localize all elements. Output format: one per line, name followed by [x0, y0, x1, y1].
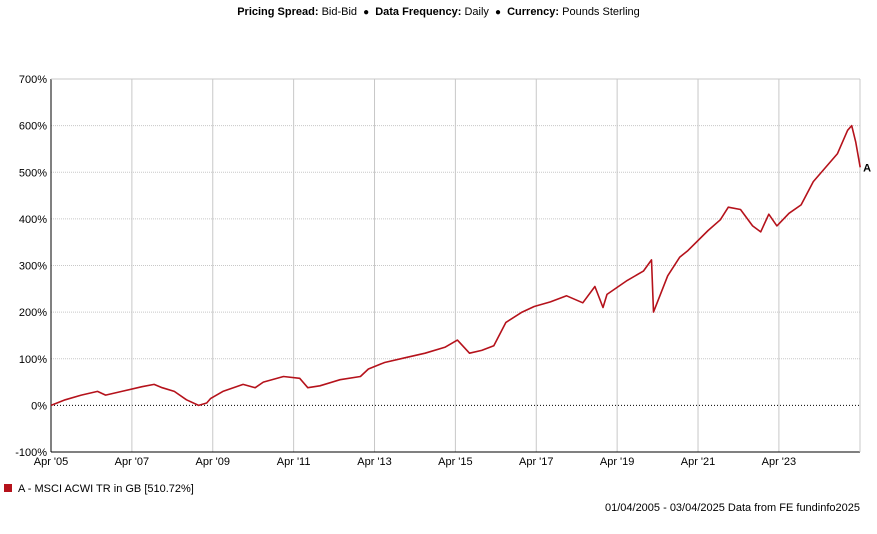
y-tick-label: 700%	[19, 74, 47, 86]
x-tick-label: Apr '19	[600, 456, 635, 468]
x-tick-label: Apr '07	[115, 456, 150, 468]
currency-value: Pounds Sterling	[562, 6, 640, 18]
x-tick-label: Apr '17	[519, 456, 554, 468]
x-tick-label: Apr '09	[195, 456, 230, 468]
y-tick-label: 300%	[19, 261, 47, 273]
series-layer	[50, 124, 861, 407]
x-tick-label: Apr '23	[762, 456, 797, 468]
separator-dot: ●	[363, 7, 370, 18]
frequency-label: Data Frequency:	[375, 6, 462, 18]
x-tick-label: Apr '05	[34, 456, 69, 468]
separator-dot: ●	[494, 7, 502, 18]
y-tick-label: 100%	[19, 354, 47, 366]
y-tick-label: 0%	[31, 400, 47, 412]
series-end-label: A	[863, 162, 871, 174]
y-tick-label: 600%	[19, 121, 47, 133]
y-tick-label: 500%	[19, 167, 47, 179]
axis-layer: -100% 0% 100% 200% 300% 400% 500% 600% 700% Apr '…	[15, 74, 861, 468]
grid-layer	[51, 78, 860, 452]
x-tick-label: Apr '13	[357, 456, 392, 468]
series-line	[50, 124, 861, 407]
x-tick-label: Apr '21	[681, 456, 716, 468]
data-source-footer: 01/04/2005 - 03/04/2025 Data from FE fun…	[604, 502, 860, 514]
legend-label: A - MSCI ACWI TR in GB [510.72%]	[18, 483, 194, 495]
y-tick-label: 400%	[19, 214, 47, 226]
currency-label: Currency:	[507, 6, 560, 18]
pricing-spread-value: Bid-Bid	[321, 6, 358, 18]
frequency-value: Daily	[464, 6, 489, 18]
pricing-spread-label: Pricing Spread:	[237, 6, 319, 18]
x-tick-label: Apr '11	[277, 456, 311, 468]
y-tick-label: 200%	[19, 307, 47, 319]
y-tick-label: -100%	[15, 447, 47, 459]
legend-swatch	[4, 484, 12, 492]
chart-subtitle: Pricing Spread: Bid-Bid ● Data Frequency…	[0, 6, 877, 18]
legend: A - MSCI ACWI TR in GB [510.72%]	[4, 483, 194, 495]
label-layer: A	[863, 162, 871, 174]
x-tick-label: Apr '15	[438, 456, 473, 468]
